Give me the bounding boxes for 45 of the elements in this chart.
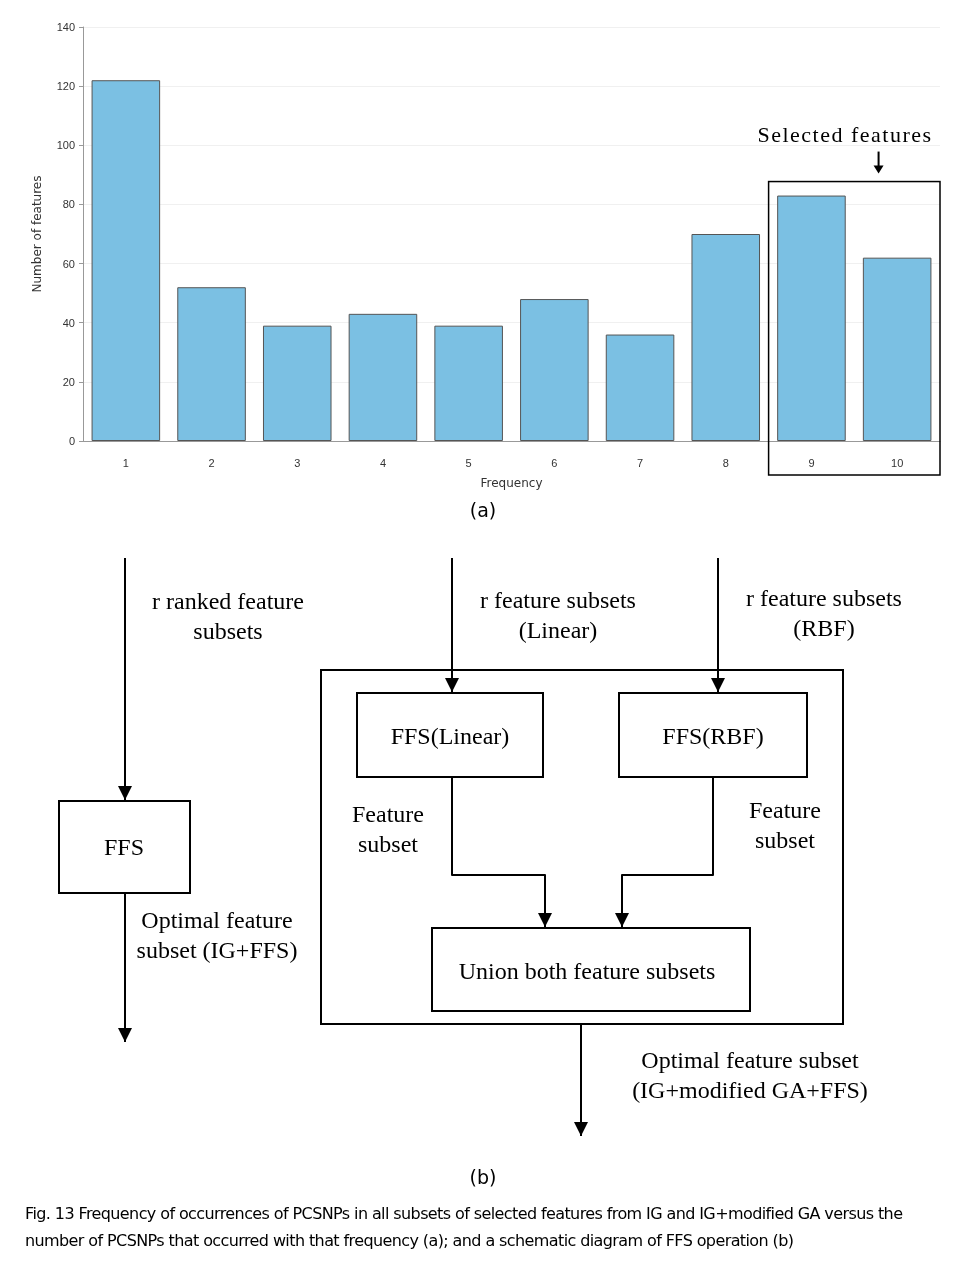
- y-tick-label: 80: [62, 198, 75, 211]
- text: r feature subsets (RBF): [745, 584, 903, 643]
- text: FFS(RBF): [661, 722, 765, 751]
- caption: Fig. 13 Frequency of occurrences of PCSNPs in all subsets of selected features from IG and IG+modified GA versus the number of PCSNPs that occurred with that frequency (a); and a schematic diagram of FFS operation (b): [25, 1203, 904, 1252]
- y-tick-label: 20: [62, 375, 75, 388]
- y-tick-label: 60: [62, 257, 75, 270]
- x-tick-label: 1: [122, 456, 129, 469]
- bar: [348, 313, 418, 441]
- y-tick-label: 140: [56, 21, 75, 33]
- y-tick-label: 40: [62, 316, 75, 329]
- x-tick-label: 6: [551, 456, 558, 469]
- bar: [862, 257, 932, 441]
- bar: [691, 234, 761, 441]
- text: r ranked feature subsets: [151, 587, 305, 646]
- bar: [91, 80, 161, 441]
- text: (b): [468, 1165, 498, 1190]
- y-axis-title: Number of features: [30, 175, 44, 293]
- bar: [434, 325, 503, 441]
- x-tick-label: 5: [465, 456, 472, 469]
- text: (a): [468, 498, 498, 523]
- text: FFS: [102, 833, 145, 862]
- x-tick-label: 2: [208, 456, 215, 469]
- text: FFS(Linear): [389, 722, 511, 751]
- text: Optimal feature subset (IG+FFS): [135, 906, 299, 965]
- text: Union both feature subsets: [457, 957, 717, 986]
- y-tick-label: 120: [56, 80, 75, 93]
- x-tick-label: 3: [294, 456, 301, 469]
- y-tick-label: 100: [56, 139, 75, 152]
- x-tick-label: 8: [722, 456, 729, 469]
- bar: [777, 195, 846, 441]
- bar: [605, 334, 675, 441]
- bar: [262, 325, 332, 441]
- text: Feature subset: [351, 800, 425, 859]
- text: Feature subset: [748, 796, 822, 855]
- x-tick-label: 10: [891, 456, 904, 469]
- x-tick-label: 4: [379, 456, 387, 469]
- annotation: Selected features: [756, 120, 934, 149]
- x-axis-title: Frequency: [480, 476, 543, 490]
- text: Optimal feature subset (IG+modified GA+FFS): [631, 1046, 869, 1105]
- x-tick-label: 7: [636, 456, 644, 469]
- text: r feature subsets (Linear): [479, 586, 637, 645]
- y-tick-label: 0: [68, 435, 75, 447]
- x-tick-label: 9: [808, 456, 815, 469]
- bar: [177, 287, 246, 441]
- bar: [520, 299, 589, 441]
